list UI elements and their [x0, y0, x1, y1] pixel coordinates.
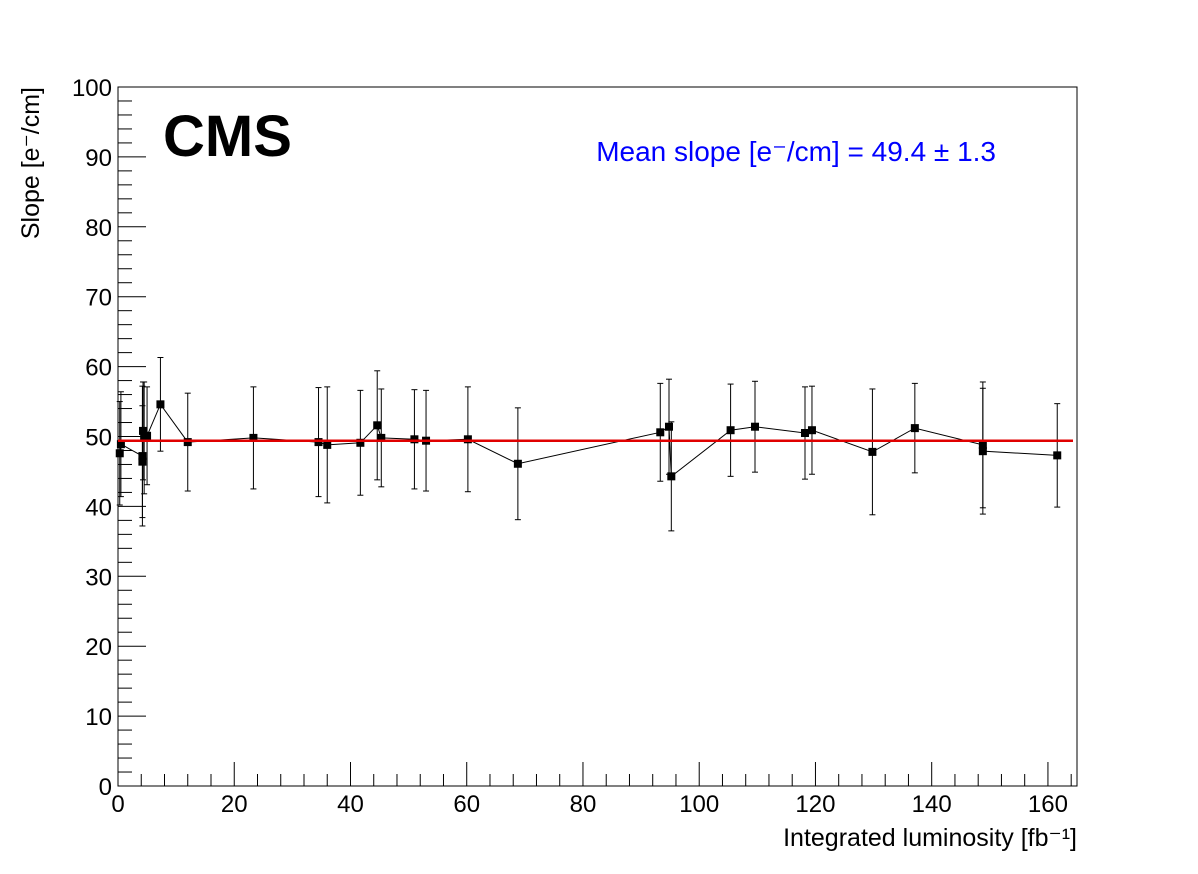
y-tick-label: 80: [85, 215, 112, 242]
marker: [667, 472, 676, 481]
marker: [868, 447, 877, 456]
annotation: Mean slope [e⁻/cm] = 49.4 ± 1.3: [596, 136, 996, 167]
plot-frame: [117, 86, 1078, 787]
marker: [463, 435, 472, 444]
y-tick-label: 40: [85, 494, 112, 521]
marker: [377, 433, 386, 442]
y-tick-label: 60: [85, 355, 112, 382]
marker: [314, 438, 323, 447]
marker: [664, 422, 673, 431]
marker: [183, 438, 192, 447]
marker: [143, 431, 152, 440]
marker: [116, 440, 125, 449]
x-tick-label: 0: [111, 791, 124, 818]
marker: [249, 433, 258, 442]
y-tick-label: 90: [85, 145, 112, 172]
marker: [656, 428, 665, 437]
y-tick-label: 100: [72, 75, 112, 102]
marker: [373, 421, 382, 430]
y-tick-label: 50: [85, 425, 112, 452]
marker: [356, 438, 365, 447]
x-tick-label: 160: [1028, 791, 1068, 818]
marker: [323, 440, 332, 449]
y-tick-label: 10: [85, 704, 112, 731]
y-axis-label: Slope [e⁻/cm]: [17, 87, 45, 239]
x-tick-label: 80: [570, 791, 597, 818]
marker: [138, 457, 147, 466]
x-axis-label: Integrated luminosity [fb⁻¹]: [783, 824, 1077, 852]
marker: [115, 449, 124, 458]
y-tick-label: 20: [85, 634, 112, 661]
x-tick-label: 120: [795, 791, 835, 818]
experiment-label: CMS: [163, 104, 292, 169]
y-tick-label: 70: [85, 285, 112, 312]
x-tick-label: 140: [912, 791, 952, 818]
marker: [726, 426, 735, 435]
y-tick-label: 0: [99, 774, 112, 801]
marker: [800, 429, 809, 438]
marker: [910, 424, 919, 433]
marker: [138, 426, 147, 435]
marker: [751, 422, 760, 431]
marker: [513, 459, 522, 468]
marker: [807, 426, 816, 435]
y-tick-label: 30: [85, 564, 112, 591]
marker: [410, 435, 419, 444]
x-tick-label: 60: [453, 791, 480, 818]
x-tick-label: 20: [221, 791, 248, 818]
marker: [156, 400, 165, 409]
x-tick-label: 100: [679, 791, 719, 818]
marker: [978, 447, 987, 456]
marker: [1053, 451, 1062, 460]
x-tick-label: 40: [337, 791, 364, 818]
